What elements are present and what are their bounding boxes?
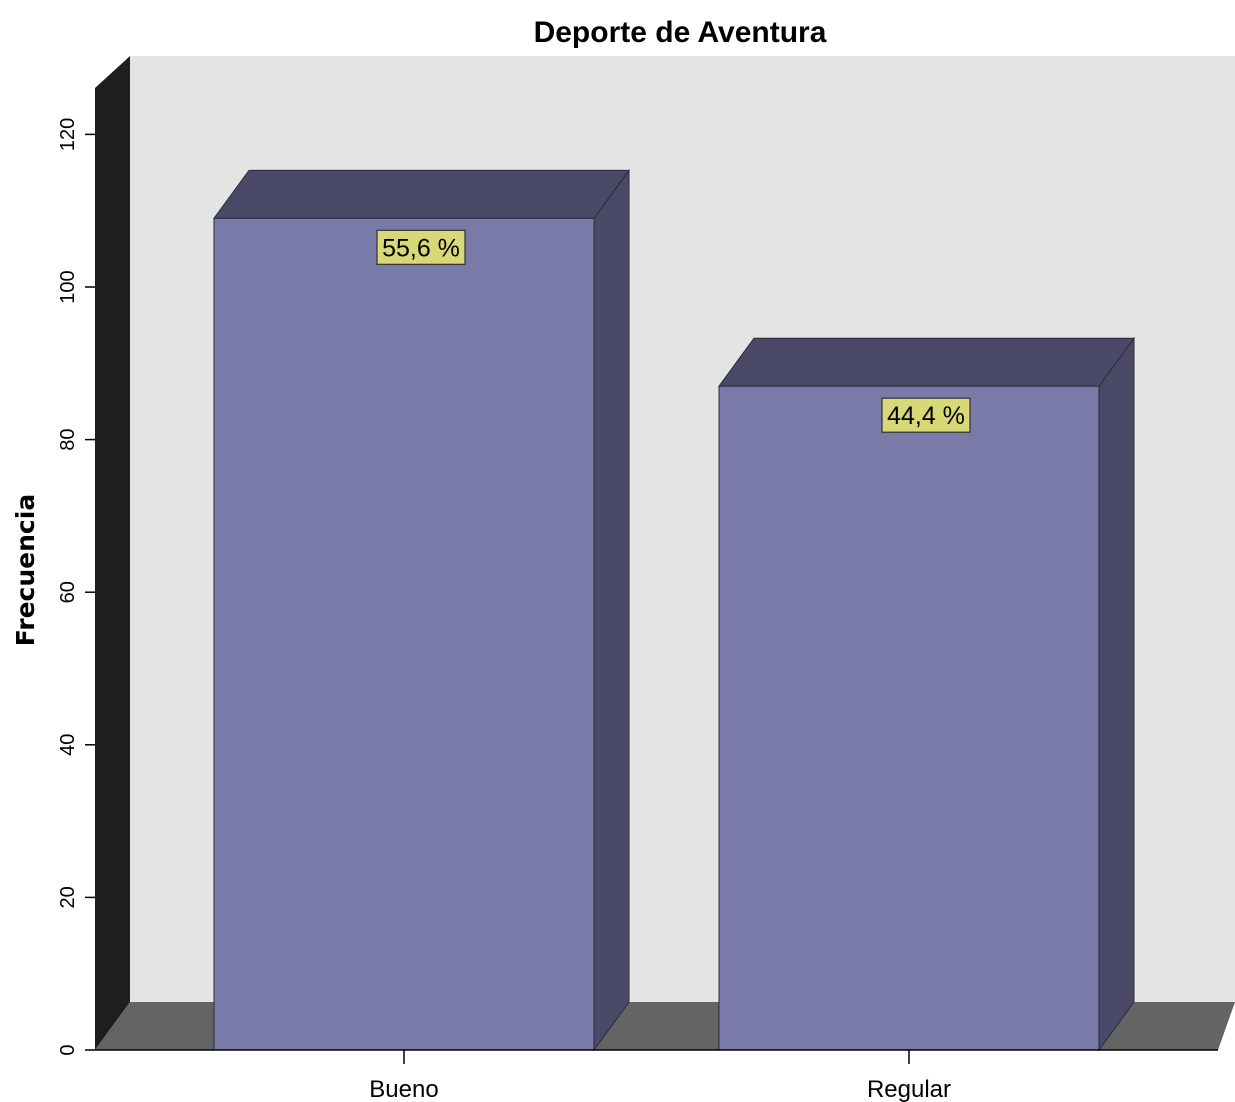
y-tick-label: 40 (57, 734, 79, 756)
bar-top-face (213, 169, 630, 219)
data-label: 55,6 % (382, 234, 460, 262)
data-label-box (881, 397, 971, 433)
y-tick-label: 100 (57, 270, 79, 303)
bar-top-face (718, 337, 1135, 387)
y-tick-label: 60 (57, 581, 79, 603)
y-tick-label: 20 (57, 886, 79, 908)
y-axis-title: Frecuencia (11, 494, 40, 646)
x-category-label-bueno: Bueno (369, 1076, 438, 1102)
bar-bueno: 55,6 % (213, 168, 630, 1052)
y-tick-label: 120 (57, 118, 79, 151)
y-tick-label: 80 (57, 428, 79, 450)
data-label: 44,4 % (887, 402, 965, 430)
data-label-box (376, 229, 466, 265)
axis-layer: 0 20 40 60 80 100 120 Bueno Regular (57, 118, 1218, 1102)
plot-left-wall (95, 56, 130, 1050)
bar-side-face (593, 168, 630, 1052)
bar-front-face (718, 385, 1100, 1051)
y-tick-label: 0 (57, 1044, 79, 1055)
x-category-label-regular: Regular (867, 1076, 951, 1102)
bar-front-face (213, 217, 595, 1051)
bar-side-face (1098, 336, 1135, 1052)
chart-title: Deporte de Aventura (534, 16, 827, 49)
bar-regular: 44,4 % (718, 336, 1135, 1052)
bars-layer: 55,6 % 44,4 % (213, 168, 1135, 1052)
